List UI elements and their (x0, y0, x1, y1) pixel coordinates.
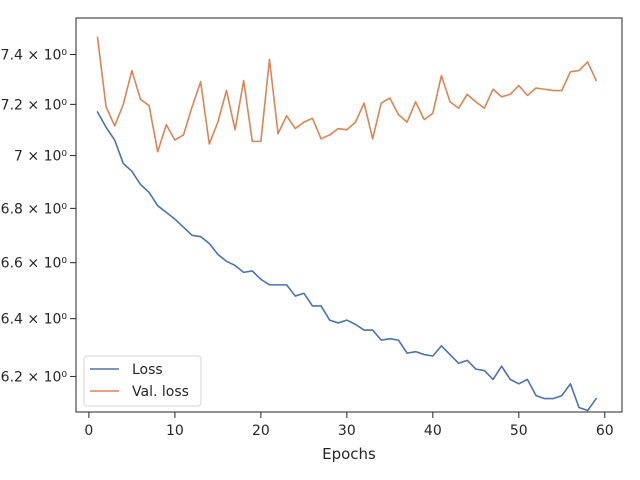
plot-frame (75, 17, 623, 413)
series-line-loss (96, 111, 598, 412)
x-tick-label: 10 (166, 423, 184, 439)
x-tick-label: 0 (84, 423, 93, 439)
legend-label-val-loss: Val. loss (132, 384, 189, 400)
x-tick-label: 60 (596, 423, 614, 439)
x-tick-label: 40 (424, 423, 442, 439)
x-axis: 0 10 20 30 40 50 60 (84, 412, 614, 439)
y-tick-label: 7 × 10⁰ (14, 149, 67, 165)
x-tick-label: 30 (338, 423, 356, 439)
y-tick-label: 7.2 × 10⁰ (1, 97, 68, 113)
y-tick-label: 6.2 × 10⁰ (1, 369, 68, 385)
series-line-val-loss (96, 36, 598, 153)
x-tick-label: 20 (252, 423, 270, 439)
y-tick-label: 6.8 × 10⁰ (1, 201, 68, 217)
plot-area (96, 36, 598, 412)
legend-label-loss: Loss (132, 362, 163, 378)
y-axis: 6.2 × 10⁰ 6.4 × 10⁰ 6.6 × 10⁰ 6.8 × 10⁰ 7 × … (1, 48, 76, 385)
x-axis-label: Epochs (322, 445, 376, 463)
x-tick-label: 50 (510, 423, 528, 439)
y-tick-label: 6.4 × 10⁰ (1, 312, 68, 328)
y-tick-label: 6.6 × 10⁰ (1, 256, 68, 272)
y-tick-label: 7.4 × 10⁰ (1, 48, 68, 64)
legend: Loss Val. loss (83, 355, 202, 407)
